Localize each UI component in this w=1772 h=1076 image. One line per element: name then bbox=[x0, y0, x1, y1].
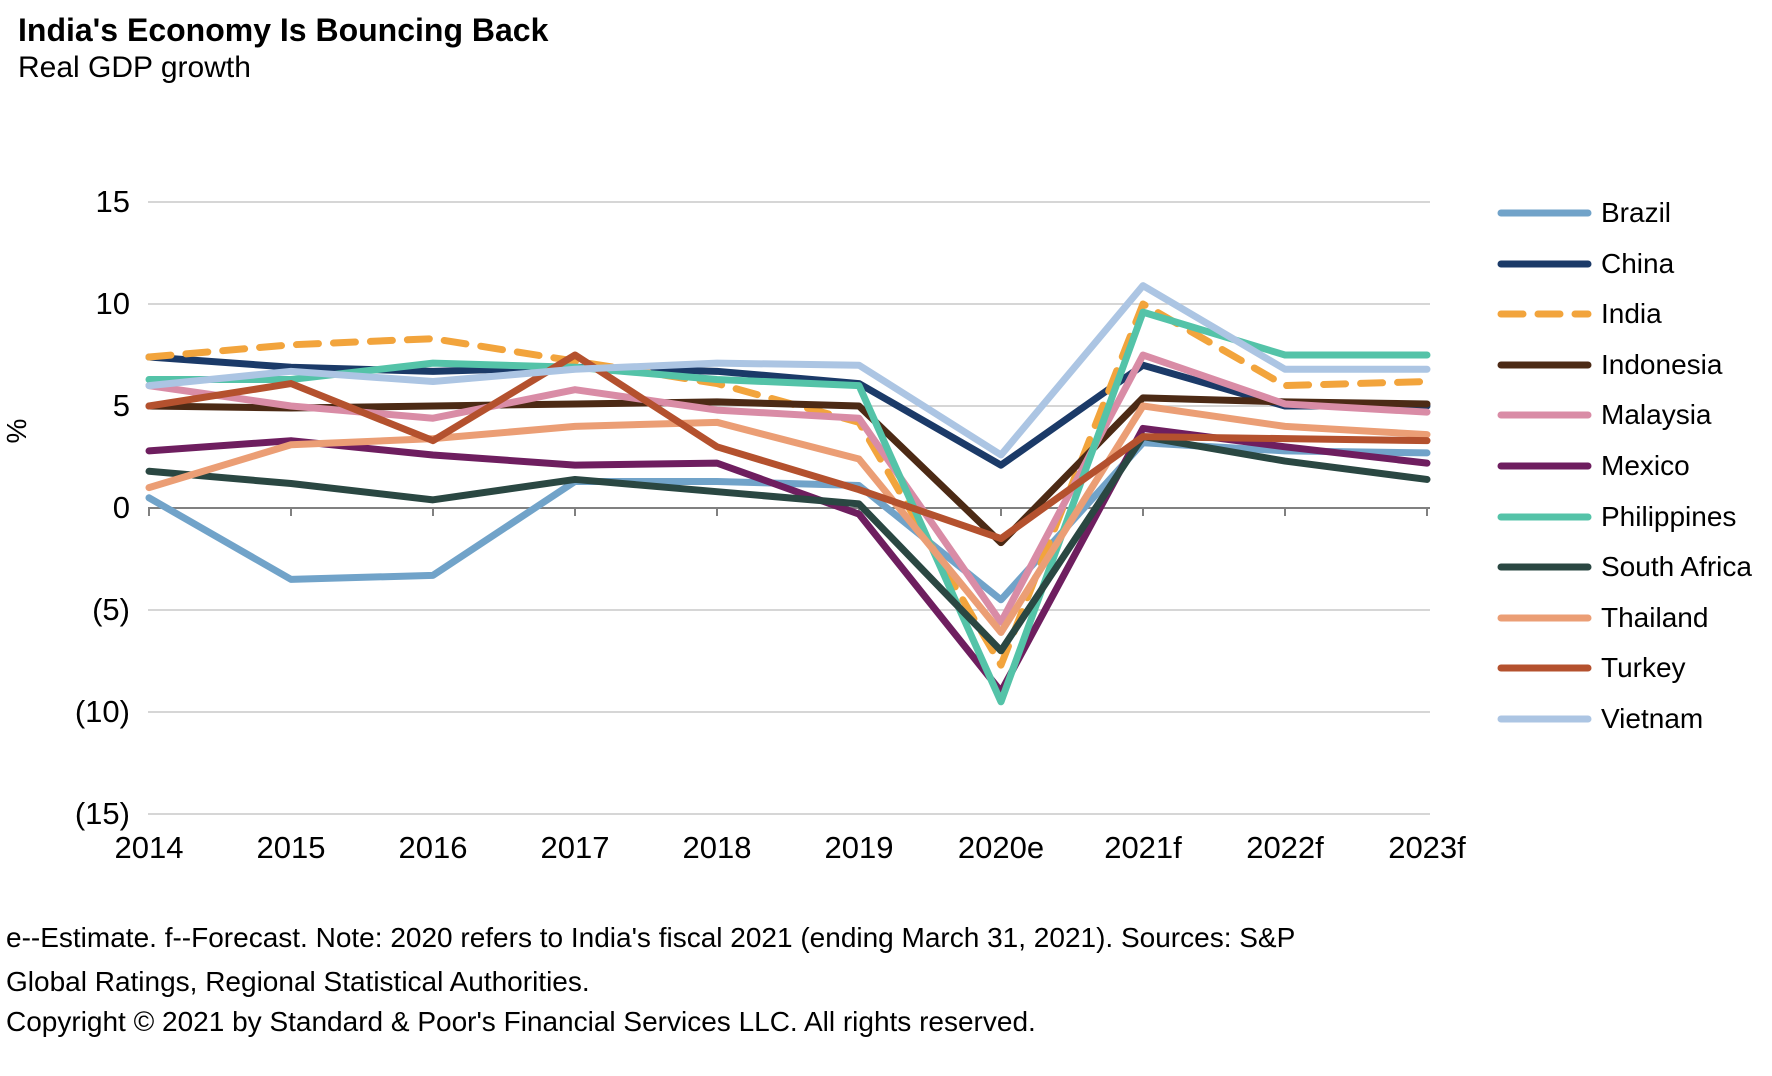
legend-swatch-philippines bbox=[1497, 513, 1592, 521]
legend-item-south-africa: South Africa bbox=[1497, 550, 1752, 584]
legend-item-malaysia: Malaysia bbox=[1497, 398, 1711, 432]
legend-swatch-south-africa bbox=[1497, 563, 1592, 571]
footnote-line-1: e--Estimate. f--Forecast. Note: 2020 ref… bbox=[6, 922, 1296, 953]
legend-label: China bbox=[1601, 247, 1675, 279]
legend-label: Mexico bbox=[1601, 450, 1690, 481]
x-tick-label: 2023f bbox=[1388, 830, 1466, 865]
chart-legend: Brazil China India Indonesia Malaysia Mexico P… bbox=[1497, 0, 1772, 1076]
x-tick-label: 2017 bbox=[540, 830, 610, 865]
x-tick-label: 2019 bbox=[824, 830, 894, 865]
y-tick-label: 10 bbox=[95, 286, 130, 321]
chart-subtitle: Real GDP growth bbox=[18, 51, 251, 84]
legend-swatch-china bbox=[1497, 260, 1592, 268]
x-tick-label: 2021f bbox=[1104, 830, 1182, 865]
x-tick-label: 2020e bbox=[957, 830, 1045, 865]
legend-swatch-brazil bbox=[1497, 209, 1592, 217]
footnote-line-2: Global Ratings, Regional Statistical Aut… bbox=[6, 966, 590, 997]
legend-label: Malaysia bbox=[1601, 399, 1712, 431]
legend-swatch-indonesia bbox=[1497, 361, 1592, 369]
x-tick-label: 2014 bbox=[114, 830, 184, 865]
legend-item-vietnam: Vietnam bbox=[1497, 702, 1703, 736]
legend-swatch-mexico bbox=[1497, 462, 1592, 470]
legend-swatch-malaysia bbox=[1497, 411, 1592, 419]
legend-item-thailand: Thailand bbox=[1497, 601, 1708, 635]
x-tick-label: 2018 bbox=[682, 830, 752, 865]
legend-label: Vietnam bbox=[1601, 703, 1704, 734]
y-tick-label: 5 bbox=[112, 388, 130, 423]
legend-item-turkey: Turkey bbox=[1497, 651, 1686, 685]
legend-label: Indonesia bbox=[1601, 348, 1723, 380]
legend-label: India bbox=[1601, 298, 1662, 330]
legend-swatch-vietnam bbox=[1497, 715, 1592, 723]
legend-item-indonesia: Indonesia bbox=[1497, 348, 1722, 382]
y-axis-title: % bbox=[1, 418, 32, 444]
legend-label: Brazil bbox=[1601, 197, 1672, 228]
legend-item-philippines: Philippines bbox=[1497, 500, 1736, 534]
legend-label: Turkey bbox=[1601, 652, 1686, 684]
y-tick-label: (5) bbox=[92, 592, 130, 627]
legend-item-india: India bbox=[1497, 297, 1662, 331]
footnote: e--Estimate. f--Forecast. Note: 2020 ref… bbox=[6, 916, 1295, 1004]
y-tick-label: 15 bbox=[95, 184, 130, 219]
copyright-line: Copyright © 2021 by Standard & Poor's Fi… bbox=[6, 1006, 1036, 1037]
chart-title: India's Economy Is Bouncing Back bbox=[18, 12, 549, 48]
y-axis-tick-labels: 15 10 5 0 (5) (10) (15) bbox=[0, 0, 130, 1076]
x-tick-label: 2015 bbox=[256, 830, 326, 865]
x-tick-label: 2016 bbox=[398, 830, 468, 865]
legend-swatch-turkey bbox=[1497, 664, 1592, 672]
legend-swatch-thailand bbox=[1497, 614, 1592, 622]
series-line-vietnam bbox=[145, 282, 1431, 459]
series-line-philippines bbox=[145, 308, 1431, 706]
legend-item-mexico: Mexico bbox=[1497, 449, 1690, 483]
y-tick-label: (15) bbox=[74, 796, 130, 831]
legend-item-brazil: Brazil bbox=[1497, 196, 1671, 230]
series-line-turkey bbox=[145, 351, 1431, 543]
y-tick-label: (10) bbox=[74, 694, 130, 729]
series-line-south-africa bbox=[145, 433, 1431, 655]
legend-label: South Africa bbox=[1601, 551, 1752, 583]
legend-swatch-india bbox=[1497, 310, 1592, 318]
x-tick-label: 2022f bbox=[1246, 830, 1324, 865]
series-line-indonesia bbox=[145, 394, 1431, 547]
legend-label: Thailand bbox=[1601, 601, 1709, 633]
series-line-thailand bbox=[145, 402, 1431, 636]
legend-label: Philippines bbox=[1601, 500, 1737, 532]
legend-item-china: China bbox=[1497, 247, 1674, 281]
y-tick-label: 0 bbox=[112, 490, 130, 525]
